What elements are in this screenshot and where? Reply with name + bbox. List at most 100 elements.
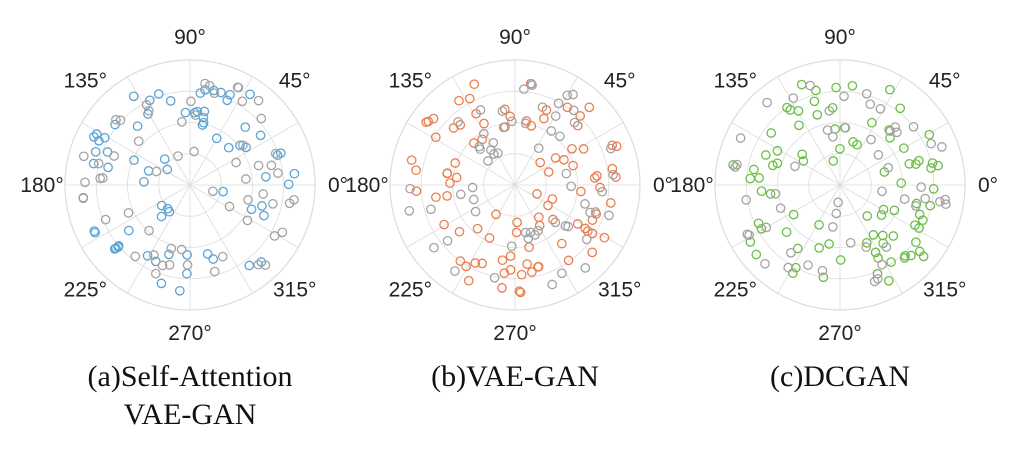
data-point xyxy=(468,194,479,205)
data-point xyxy=(576,186,586,197)
data-point xyxy=(405,183,415,194)
angular-gridline xyxy=(514,184,624,248)
data-point xyxy=(546,126,557,136)
data-point xyxy=(920,193,931,204)
caption-b: (b)VAE-GAN xyxy=(363,358,667,396)
data-point xyxy=(224,201,235,212)
data-point xyxy=(505,111,515,122)
data-point xyxy=(608,169,619,180)
angle-tick-label: 0° xyxy=(978,174,998,197)
data-point xyxy=(132,121,143,132)
data-point xyxy=(745,173,756,184)
data-point xyxy=(914,223,924,233)
data-point xyxy=(883,275,894,286)
data-point xyxy=(732,159,742,170)
data-point xyxy=(430,132,441,143)
data-point xyxy=(235,140,245,151)
data-point xyxy=(488,137,499,148)
data-point xyxy=(911,237,921,248)
data-point xyxy=(143,166,154,176)
data-point xyxy=(222,95,233,106)
data-point xyxy=(572,219,583,229)
data-point xyxy=(520,227,531,238)
data-point xyxy=(243,195,253,205)
data-point xyxy=(241,174,251,184)
data-point xyxy=(831,82,841,93)
data-point xyxy=(151,166,162,177)
data-point xyxy=(835,143,845,154)
caption-b-line-1: (b)VAE-GAN xyxy=(431,360,599,393)
data-point xyxy=(225,89,235,100)
data-point xyxy=(868,230,879,240)
data-point xyxy=(924,129,935,140)
data-point xyxy=(568,160,578,171)
data-point xyxy=(270,148,281,159)
data-point xyxy=(772,146,783,156)
angular-gridline xyxy=(514,122,624,186)
data-point xyxy=(123,208,134,218)
data-point xyxy=(827,102,838,113)
data-point xyxy=(543,200,553,211)
data-point xyxy=(805,80,816,91)
data-point xyxy=(906,250,916,261)
data-point xyxy=(182,260,193,270)
data-point xyxy=(189,146,199,157)
data-point xyxy=(174,285,185,296)
data-point xyxy=(749,164,759,175)
data-point xyxy=(109,244,120,254)
data-point xyxy=(217,251,228,262)
data-point xyxy=(589,173,600,183)
data-point xyxy=(822,125,833,135)
data-point xyxy=(244,260,255,271)
data-point xyxy=(455,256,466,266)
data-point xyxy=(78,193,89,204)
data-point xyxy=(512,217,522,228)
data-point xyxy=(845,237,856,248)
data-point xyxy=(563,221,574,232)
angular-gridline xyxy=(189,122,299,186)
data-point xyxy=(208,186,218,197)
data-point xyxy=(730,162,741,172)
data-point xyxy=(751,249,762,260)
angle-tick-label: 315° xyxy=(598,279,641,302)
data-point xyxy=(926,138,936,149)
data-point xyxy=(889,205,900,216)
angular-gridline xyxy=(839,76,903,186)
data-point xyxy=(908,121,919,132)
angle-tick-label: 90° xyxy=(824,26,856,49)
data-point xyxy=(253,259,264,270)
angular-gridline xyxy=(189,184,253,294)
data-point xyxy=(472,223,483,234)
data-point xyxy=(911,201,921,211)
data-point xyxy=(142,250,153,261)
data-point xyxy=(272,150,283,161)
data-point xyxy=(511,227,522,238)
data-point xyxy=(899,194,910,204)
data-point xyxy=(563,255,574,266)
data-point xyxy=(827,222,838,232)
data-point xyxy=(585,207,595,218)
data-point xyxy=(883,162,894,173)
data-point xyxy=(917,215,928,226)
data-point xyxy=(937,142,947,152)
data-point xyxy=(756,186,767,197)
data-point xyxy=(182,250,192,260)
data-point xyxy=(461,261,471,272)
data-point xyxy=(611,172,621,182)
data-point xyxy=(568,89,578,100)
data-point xyxy=(90,146,101,157)
data-point xyxy=(128,91,139,102)
data-point xyxy=(831,208,842,219)
angular-gridline xyxy=(452,76,516,186)
data-point xyxy=(209,88,220,99)
data-point xyxy=(195,88,206,98)
data-point xyxy=(770,188,781,199)
data-point xyxy=(406,155,417,166)
data-point xyxy=(584,102,595,113)
data-point xyxy=(533,143,544,154)
data-point xyxy=(885,132,895,143)
data-point xyxy=(197,120,208,130)
data-point xyxy=(526,121,537,131)
data-point xyxy=(515,287,526,298)
